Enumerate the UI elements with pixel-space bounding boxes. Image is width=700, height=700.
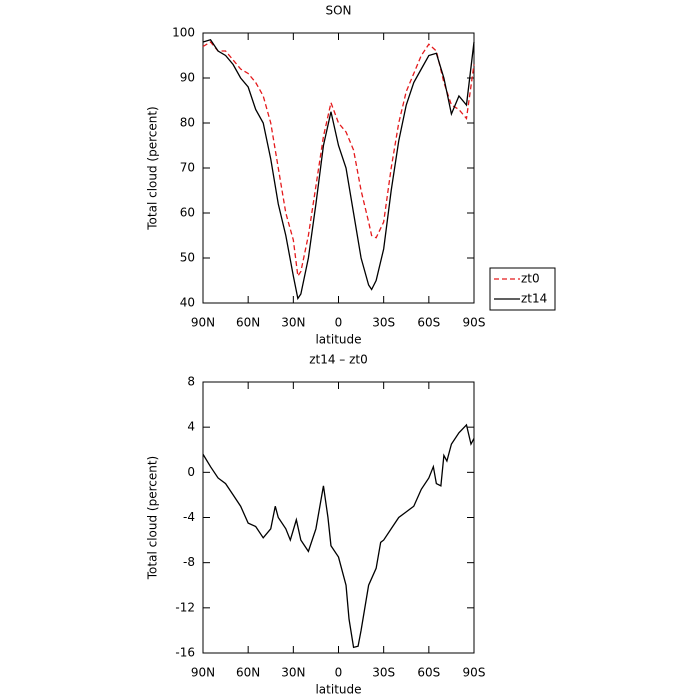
x-tick-label: 30N (281, 666, 305, 680)
y-tick-label: 70 (180, 161, 195, 175)
y-tick-label: 4 (187, 420, 195, 434)
x-tick-label: 30N (281, 316, 305, 330)
plot-frame (202, 32, 475, 304)
legend-box (489, 267, 556, 311)
panel: SON latitude Total cloud (percent) 40 50 60 70… (146, 4, 486, 347)
y-axis-label: Total cloud (percent) (146, 106, 160, 230)
x-tick-label: 90N (191, 316, 215, 330)
y-tick-label: 40 (180, 296, 195, 310)
x-tick-label: 60S (417, 316, 440, 330)
y-tick-label: 50 (180, 251, 195, 265)
y-tick-label: -4 (183, 510, 195, 524)
x-axis-label: latitude (315, 683, 361, 697)
data-line (202, 41, 475, 278)
y-tick-label: -8 (183, 555, 195, 569)
x-tick-label: 60N (236, 316, 260, 330)
x-tick-label: 0 (335, 316, 343, 330)
chart-title: zt14 – zt0 (309, 353, 368, 367)
x-tick-label: 90S (463, 666, 486, 680)
legend-label: zt14 (521, 292, 547, 306)
data-line (202, 38, 475, 301)
y-tick-label: 80 (180, 116, 195, 130)
legend-label: zt0 (521, 272, 540, 286)
panel: zt14 – zt0 latitude Total cloud (percent) -… (146, 353, 486, 697)
y-tick-label: 0 (187, 465, 195, 479)
y-axis-label: Total cloud (percent) (146, 456, 160, 580)
x-tick-label: 30S (372, 316, 395, 330)
x-tick-label: 60S (417, 666, 440, 680)
y-tick-label: 100 (172, 26, 195, 40)
x-axis-label: latitude (315, 333, 361, 347)
x-tick-label: 0 (335, 666, 343, 680)
x-tick-label: 90S (463, 316, 486, 330)
plot-frame (202, 381, 475, 654)
y-tick-label: -12 (175, 600, 195, 614)
x-tick-label: 30S (372, 666, 395, 680)
x-tick-label: 60N (236, 666, 260, 680)
y-tick-label: 8 (187, 375, 195, 389)
y-tick-label: 60 (180, 206, 195, 220)
y-tick-label: -16 (175, 646, 195, 660)
x-tick-label: 90N (191, 666, 215, 680)
data-line (202, 423, 475, 649)
y-tick-label: 90 (180, 71, 195, 85)
chart-title: SON (325, 4, 351, 18)
